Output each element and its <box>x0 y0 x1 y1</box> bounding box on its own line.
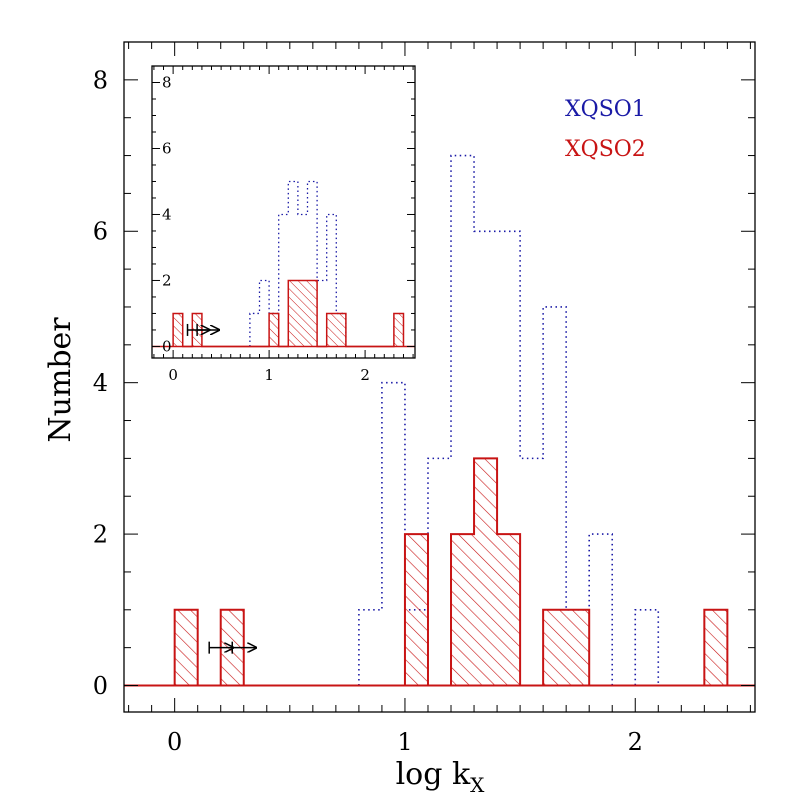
bar-xqso2-hatch <box>566 609 590 686</box>
y-tick-label: 0 <box>93 672 108 700</box>
series-xqso2-outline <box>172 279 405 348</box>
bar-xqso2-hatch <box>404 534 428 686</box>
x-axis-label: log kX <box>396 757 486 797</box>
bar-xqso2-hatch <box>269 313 279 347</box>
series-xqso2-outline <box>173 457 729 687</box>
y-tick-label: 2 <box>162 272 172 290</box>
x-tick-label: 2 <box>360 366 370 384</box>
x-tick-label: 1 <box>264 366 274 384</box>
inset-plot: 0 1 2 0 2 4 6 8 <box>151 65 416 384</box>
main-plot: 0 1 2 0 2 4 6 8 <box>93 41 756 756</box>
bar-xqso2-hatch <box>326 313 337 347</box>
bar-xqso2-hatch <box>497 534 521 686</box>
y-tick-label: 2 <box>93 520 108 548</box>
x-axis-label-subscript: X <box>470 773 485 797</box>
x-tick-label: 1 <box>397 728 412 756</box>
inset-background <box>152 66 415 358</box>
x-axis-label-main: log k <box>396 757 471 792</box>
legend-xqso2: XQSO2 <box>565 137 646 162</box>
plot-frame <box>123 41 756 713</box>
bar-xqso2-hatch <box>174 609 198 686</box>
bar-xqso2-hatch <box>336 313 346 347</box>
y-tick-label: 4 <box>162 206 172 224</box>
bar-xqso2-hatch <box>704 609 728 686</box>
y-tick-label: 4 <box>93 369 108 397</box>
x-tick-label: 0 <box>168 366 178 384</box>
bar-xqso2-hatch <box>173 313 183 347</box>
bar-xqso2-hatch <box>451 534 475 686</box>
bar-xqso2-hatch <box>393 313 404 347</box>
bar-xqso2-hatch <box>474 458 498 686</box>
series-xqso1-outline <box>358 154 660 687</box>
bar-xqso2-hatch <box>288 280 298 347</box>
x-tick-label: 2 <box>628 728 643 756</box>
y-axis-label: Number <box>43 317 78 443</box>
y-tick-label: 6 <box>162 140 172 158</box>
bar-xqso2-hatch <box>297 280 308 347</box>
y-tick-label: 8 <box>93 66 108 94</box>
plot-frame <box>151 65 416 359</box>
bar-xqso2-hatch <box>307 280 318 347</box>
y-tick-label: 6 <box>93 218 108 246</box>
y-tick-label: 0 <box>162 338 172 356</box>
y-tick-label: 8 <box>162 74 172 92</box>
bar-xqso2-hatch <box>543 609 567 686</box>
legend-xqso1: XQSO1 <box>565 97 646 122</box>
x-tick-label: 0 <box>167 728 182 756</box>
